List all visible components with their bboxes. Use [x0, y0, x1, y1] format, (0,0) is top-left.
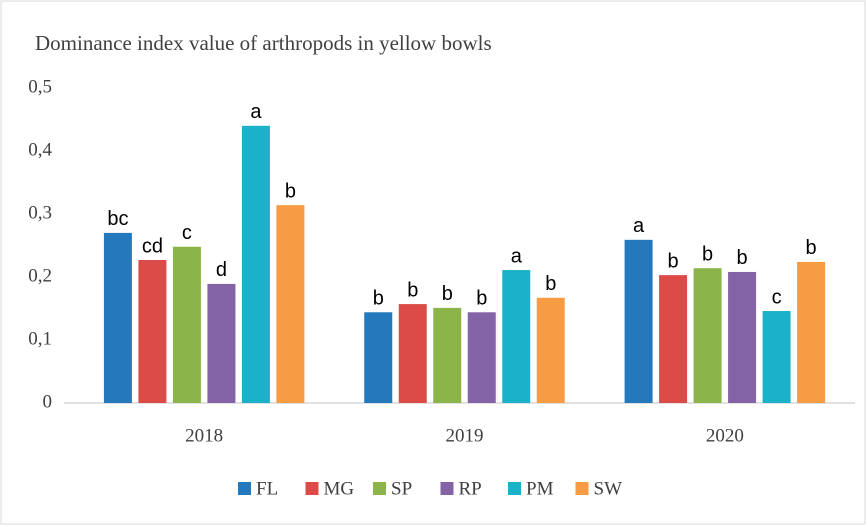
y-tick-label: 0,2 [28, 265, 52, 286]
bar [276, 205, 305, 403]
y-tick-label: 0,3 [28, 202, 52, 223]
significance-label: c [182, 222, 192, 244]
bar [433, 307, 462, 403]
significance-label: b [373, 288, 384, 310]
significance-label: c [772, 286, 782, 308]
bar [398, 304, 427, 403]
bar [659, 275, 688, 403]
legend-label: FL [256, 478, 278, 499]
x-tick-label: 2020 [706, 425, 744, 446]
bar [728, 271, 757, 403]
y-tick-label: 0 [43, 391, 53, 412]
y-tick-label: 0,4 [28, 139, 52, 160]
bar [467, 312, 496, 403]
legend-swatch [305, 482, 319, 495]
bar [536, 297, 565, 403]
bar [103, 232, 132, 403]
legend-swatch [440, 482, 454, 495]
bar [172, 246, 201, 403]
significance-label: b [407, 279, 418, 301]
y-tick-label: 0,5 [28, 76, 52, 97]
significance-label: b [806, 237, 817, 259]
legend-label: PM [526, 478, 554, 499]
y-tick-label: 0,1 [28, 328, 52, 349]
significance-label: d [216, 259, 227, 281]
bar [693, 268, 722, 403]
bar [138, 259, 167, 403]
legend-label: SW [594, 478, 623, 499]
legend-label: SP [391, 478, 412, 499]
significance-label: b [668, 250, 679, 272]
bar [207, 283, 236, 403]
significance-label: a [250, 101, 262, 123]
significance-label: cd [142, 235, 163, 257]
legend-swatch [575, 482, 589, 495]
significance-label: b [702, 243, 713, 265]
legend-swatch [508, 482, 521, 495]
significance-label: b [442, 283, 453, 305]
bar [364, 312, 393, 403]
significance-label: a [511, 245, 523, 267]
legend-swatch [373, 482, 386, 495]
bar [624, 239, 653, 403]
significance-label: b [737, 247, 748, 269]
bar [502, 270, 531, 403]
bar [241, 125, 270, 404]
significance-label: b [285, 180, 296, 202]
bar [762, 311, 791, 403]
x-tick-label: 2019 [446, 425, 484, 446]
significance-label: a [633, 215, 645, 237]
legend-label: MG [324, 478, 355, 499]
legend-swatch [238, 482, 251, 495]
chart-title: Dominance index value of arthropods in y… [35, 31, 492, 55]
significance-label: b [476, 288, 487, 310]
significance-label: bc [107, 208, 128, 230]
bar [797, 261, 826, 403]
significance-label: b [545, 273, 556, 295]
legend-label: RP [459, 478, 482, 499]
x-tick-label: 2018 [185, 425, 223, 446]
